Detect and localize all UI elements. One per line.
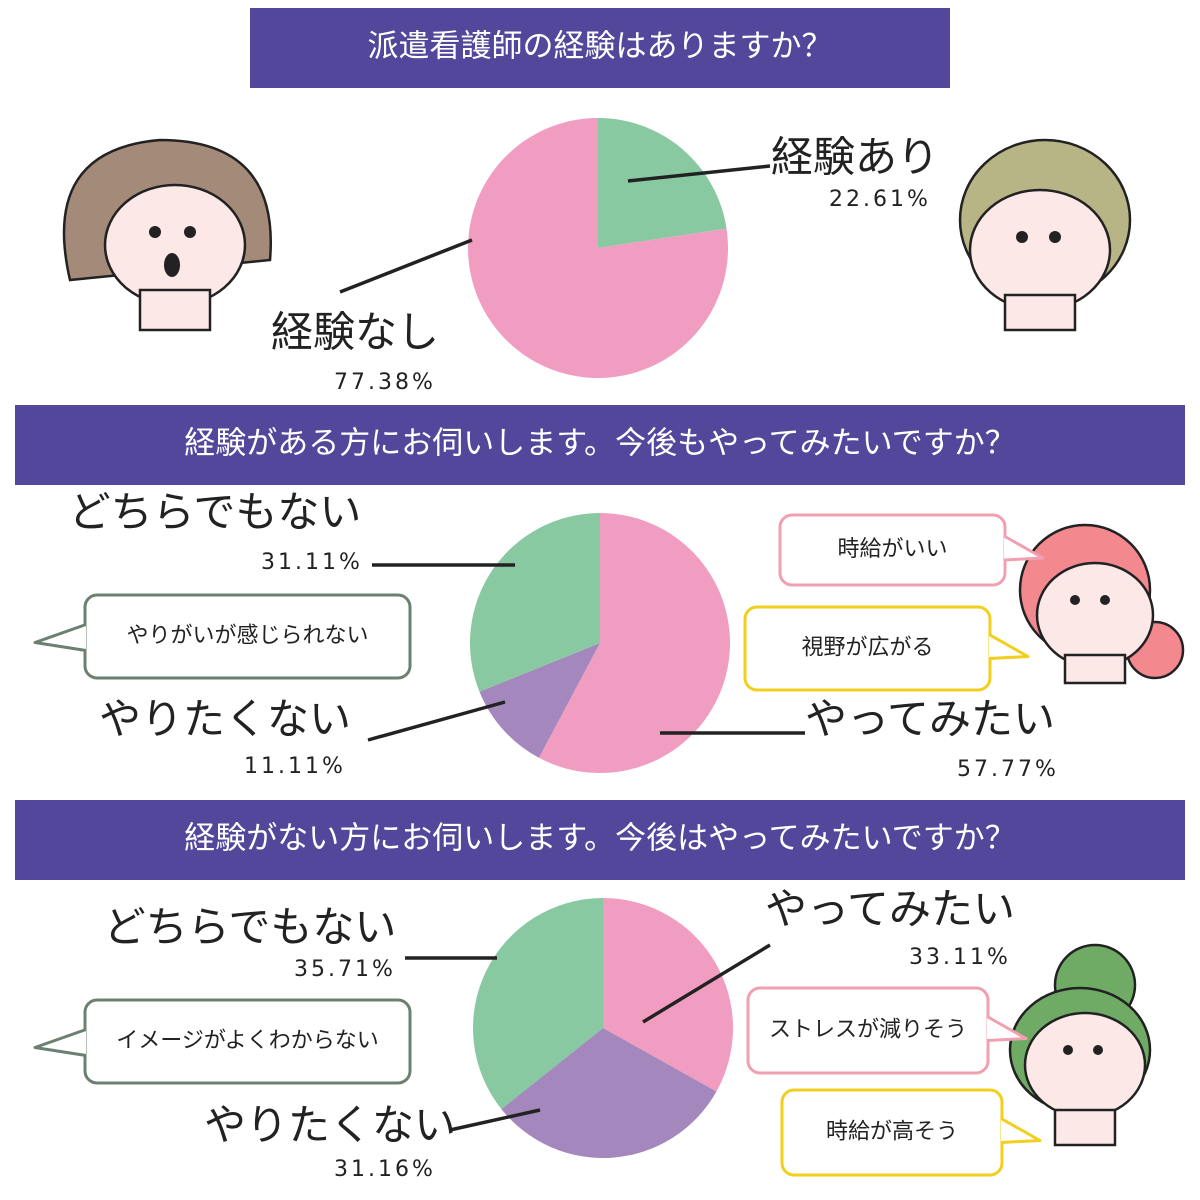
bubble-tail — [1000, 1117, 1042, 1144]
pie-slice — [603, 898, 733, 1092]
speech-bubble: 視野が広がる — [743, 605, 1030, 692]
bubble-tail — [986, 1015, 1028, 1042]
value-label: 31.16% — [334, 1157, 436, 1182]
annotation: ストレスが減りそう — [769, 1018, 967, 1043]
character — [1008, 943, 1152, 1147]
annotation: やりがいが感じられない — [126, 624, 368, 649]
category-label: やってみたい — [805, 695, 1055, 744]
leader-line — [367, 700, 506, 742]
annotation: イメージがよくわからない — [116, 1029, 378, 1054]
speech-bubble: ストレスが減りそう — [746, 986, 1028, 1075]
pie-slice — [473, 898, 603, 1110]
annotation: 視野が広がる — [801, 636, 933, 661]
bubble-tail — [988, 633, 1030, 660]
chart-title: 経験がない方にお伺いします。今後はやってみたいですか？ — [184, 821, 1015, 857]
character — [62, 138, 273, 332]
value-label: 77.38% — [334, 370, 436, 395]
category-label: 経験あり — [771, 133, 939, 182]
category-label: どちらでもない — [104, 903, 397, 952]
speech-bubble: 時給が高そう — [780, 1088, 1042, 1177]
leader-line — [642, 943, 771, 1024]
leader-line — [627, 164, 771, 183]
bubble-tail — [33, 1028, 87, 1057]
annotation: 時給がいい — [837, 537, 947, 562]
speech-bubble: やりがいが感じられない — [33, 593, 412, 680]
speech-bubble: イメージがよくわからない — [33, 998, 412, 1085]
category-label: やりたくない — [99, 695, 351, 744]
character — [1018, 523, 1185, 685]
title-bar — [15, 800, 1185, 880]
annotation: 時給が高そう — [826, 1120, 958, 1145]
speech-bubble: 時給がいい — [778, 513, 1045, 587]
bubble-tail — [1003, 534, 1045, 562]
value-label: 31.11% — [261, 550, 363, 575]
category-label: 経験なし — [271, 308, 439, 357]
bubble-tail — [33, 623, 87, 652]
title-bar — [15, 405, 1185, 485]
pie-slice — [501, 1028, 717, 1159]
pie-slice — [470, 513, 600, 692]
category-label: どちらでもない — [69, 488, 362, 537]
category-label: やりたくない — [204, 1101, 456, 1150]
character — [958, 138, 1132, 332]
title-bar — [250, 8, 950, 88]
pie-slice — [479, 643, 600, 758]
pie-slice — [538, 513, 730, 773]
value-label: 35.71% — [294, 957, 396, 982]
value-label: 22.61% — [829, 187, 931, 212]
pie-slice — [598, 118, 727, 248]
category-label: やってみたい — [765, 885, 1015, 934]
leader-line — [339, 238, 473, 294]
value-label: 57.77% — [957, 757, 1059, 782]
value-label: 33.11% — [909, 945, 1011, 970]
pie-slice — [467, 118, 728, 378]
chart-title: 派遣看護師の経験はありますか？ — [368, 29, 833, 65]
chart-title: 経験がある方にお伺いします。今後もやってみたいですか？ — [184, 426, 1015, 462]
leader-line — [449, 1108, 541, 1132]
value-label: 11.11% — [244, 754, 346, 779]
